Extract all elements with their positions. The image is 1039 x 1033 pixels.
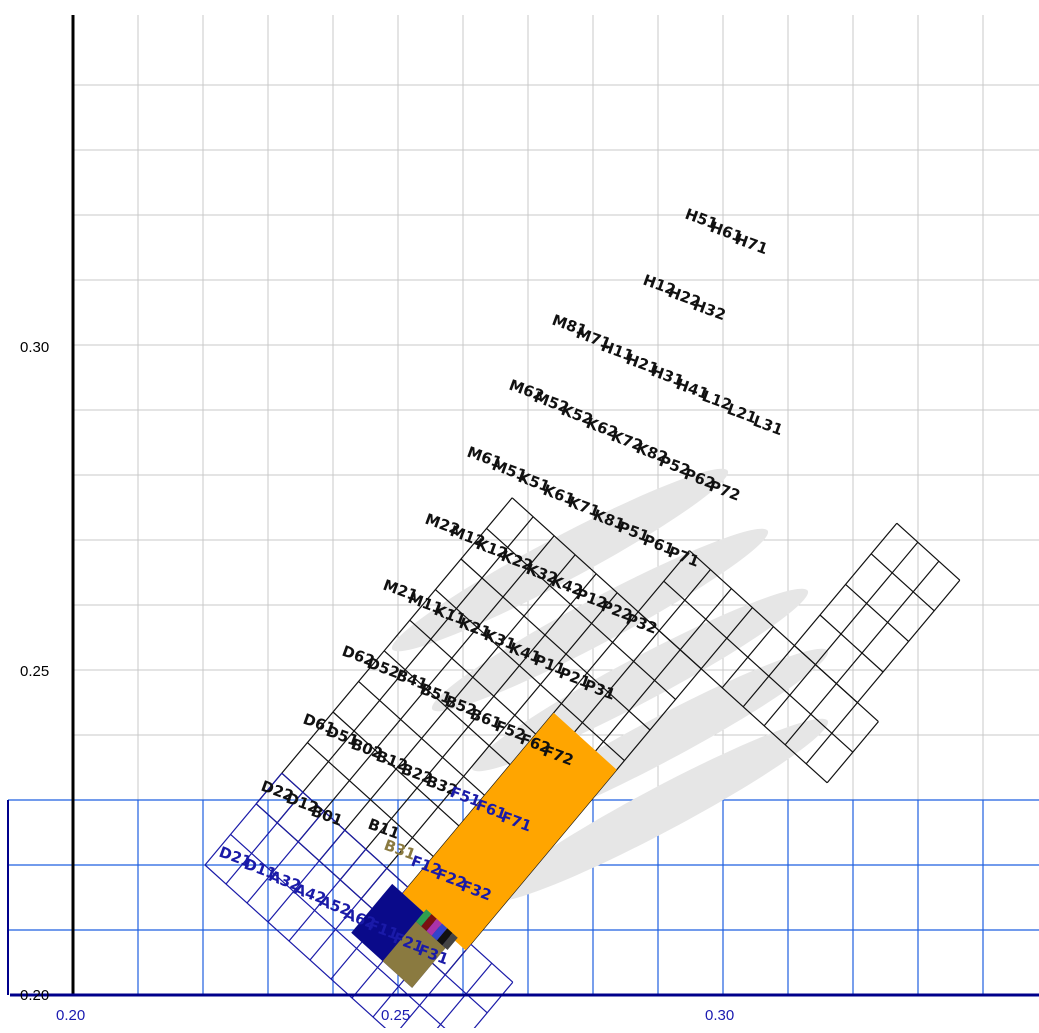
mesh-line bbox=[246, 810, 325, 904]
cell-label: P72 bbox=[707, 477, 743, 505]
mesh-line bbox=[267, 829, 346, 923]
mesh-line bbox=[793, 645, 858, 704]
y-tick-label: 0.25 bbox=[20, 663, 49, 680]
faded-swoosh bbox=[491, 718, 829, 902]
mesh-line bbox=[395, 943, 472, 1033]
x-tick-label: 0.25 bbox=[381, 1007, 410, 1024]
mesh-line bbox=[225, 791, 304, 885]
mesh-line bbox=[896, 522, 961, 581]
y-tick-label: 0.30 bbox=[20, 339, 49, 356]
cell-label: B31 bbox=[382, 836, 419, 864]
cell-label: H71 bbox=[733, 230, 771, 258]
orange-strip bbox=[402, 712, 617, 951]
tick-labels: 0.30 0.25 0.20 0.20 0.25 0.30 bbox=[20, 339, 734, 1024]
cell-label: B01 bbox=[309, 802, 346, 830]
upper-mesh bbox=[255, 497, 961, 976]
mesh-line bbox=[826, 721, 879, 784]
legend-swatch bbox=[431, 923, 448, 941]
mesh-line bbox=[486, 527, 677, 700]
y-tick-label: 0.20 bbox=[20, 987, 49, 1004]
mesh-line bbox=[281, 772, 514, 983]
mesh-line bbox=[309, 867, 388, 961]
x-tick-label: 0.20 bbox=[56, 1007, 85, 1024]
highlighted-cells bbox=[351, 712, 617, 988]
mesh-line bbox=[204, 864, 392, 1033]
mesh-line bbox=[663, 580, 854, 753]
mesh-line bbox=[434, 589, 625, 762]
olive-block bbox=[382, 921, 446, 988]
mesh-line bbox=[204, 772, 283, 866]
cell-label: L31 bbox=[751, 412, 786, 439]
legend-swatch bbox=[426, 918, 442, 936]
legend-swatch bbox=[437, 928, 453, 946]
mesh-line bbox=[460, 558, 651, 731]
mesh-line bbox=[870, 553, 935, 612]
mesh-line bbox=[230, 833, 451, 1033]
mesh-line bbox=[288, 848, 367, 942]
faded-swoosh bbox=[391, 468, 729, 652]
mesh-line bbox=[255, 803, 488, 1014]
axes bbox=[7, 15, 1039, 997]
faded-swoosh bbox=[431, 528, 769, 712]
mesh-line bbox=[819, 614, 884, 673]
mesh-line bbox=[469, 981, 514, 1033]
mesh-line bbox=[637, 611, 828, 784]
x-tick-label: 0.30 bbox=[705, 1007, 734, 1024]
legend-swatch bbox=[416, 909, 432, 927]
legend-swatch bbox=[442, 933, 458, 950]
mesh-line bbox=[432, 962, 493, 1033]
mesh-line bbox=[845, 583, 910, 642]
legend-swatch bbox=[421, 914, 437, 931]
